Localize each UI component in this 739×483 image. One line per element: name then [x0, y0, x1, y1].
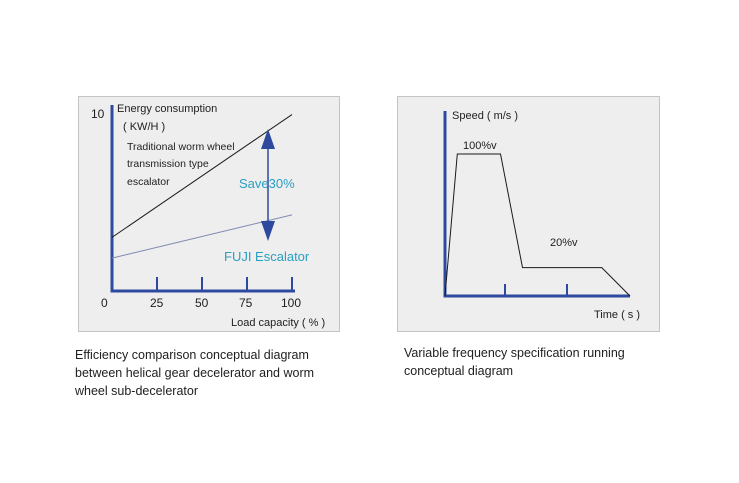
- right-caption-line-2: conceptual diagram: [404, 364, 514, 378]
- x-tick-label-50: 50: [195, 296, 209, 310]
- energy-chart-panel: 10 Energy consumption ( KW/H ) Tradition…: [78, 96, 340, 332]
- y-max-label: 10: [91, 107, 105, 121]
- y-axis-label: Speed ( m/s ): [452, 110, 518, 122]
- left-caption: Efficiency comparison conceptual diagram…: [75, 346, 375, 400]
- left-caption-line-2: between helical gear decelerator and wor…: [75, 366, 315, 380]
- speed-profile-line: [444, 153, 631, 297]
- save-arrow-up-head: [261, 129, 275, 149]
- x-axis-label: Load capacity ( % ): [231, 317, 325, 329]
- x-tick-label-25: 25: [150, 296, 164, 310]
- left-caption-line-3: wheel sub-decelerator: [75, 384, 198, 398]
- annotation-100v: 100%v: [463, 140, 497, 152]
- annotation-20v: 20%v: [550, 237, 578, 249]
- save-arrow-down-head: [261, 221, 275, 241]
- x-axis-label: Time ( s ): [594, 309, 640, 321]
- speed-chart: Speed ( m/s ) 100%v 20%v Time ( s ): [443, 110, 640, 321]
- series-traditional-label-line2: transmission type: [127, 158, 209, 170]
- speed-chart-panel: Speed ( m/s ) 100%v 20%v Time ( s ): [397, 96, 660, 332]
- energy-chart: 10 Energy consumption ( KW/H ) Tradition…: [91, 103, 325, 329]
- x-tick-label-75: 75: [239, 296, 253, 310]
- y-axis-label-line2: ( KW/H ): [123, 121, 165, 133]
- right-caption-line-1: Variable frequency specification running: [404, 346, 625, 360]
- series-traditional-line: [111, 114, 293, 238]
- left-caption-line-1: Efficiency comparison conceptual diagram: [75, 348, 309, 362]
- series-traditional-label-line1: Traditional worm wheel: [127, 141, 235, 153]
- save-annotation: Save30%: [239, 176, 295, 191]
- series-fuji-label: FUJI Escalator: [224, 249, 310, 264]
- y-axis-label-line1: Energy consumption: [117, 103, 217, 115]
- series-traditional-label-line3: escalator: [127, 176, 170, 188]
- right-caption: Variable frequency specification running…: [404, 344, 704, 380]
- x-tick-label-100: 100: [281, 296, 301, 310]
- x-tick-label-0: 0: [101, 296, 108, 310]
